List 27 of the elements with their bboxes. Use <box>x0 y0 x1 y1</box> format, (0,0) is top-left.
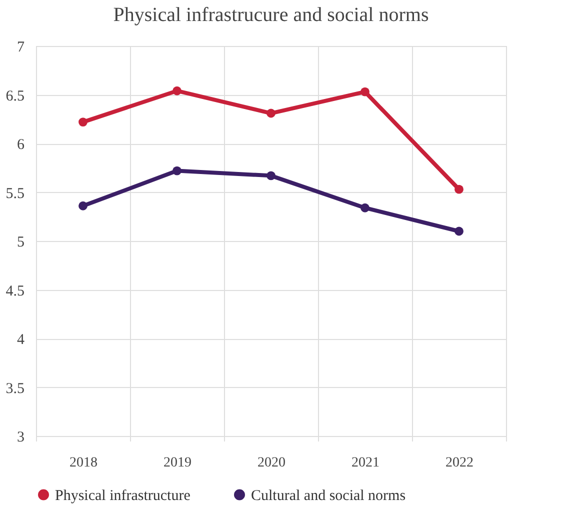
point <box>266 108 276 118</box>
x-tick-label: 2020 <box>258 456 286 470</box>
y-tick-label: 4.5 <box>6 283 24 300</box>
point <box>78 201 88 210</box>
point <box>454 226 464 236</box>
point <box>172 86 182 96</box>
y-tick-label: 4 <box>17 332 25 348</box>
x-tick-label: 2018 <box>70 456 98 470</box>
point <box>78 118 88 127</box>
legend-label: Cultural and social norms <box>251 488 406 504</box>
y-tick-label: 3 <box>17 430 24 446</box>
x-tick-label: 2019 <box>164 456 192 470</box>
point <box>266 171 276 180</box>
y-tick-label: 7 <box>17 40 25 56</box>
y-tick-label: 5 <box>17 234 24 250</box>
y-tick-label: 6.5 <box>6 88 24 104</box>
point <box>360 203 370 212</box>
point <box>454 184 464 194</box>
x-tick-label: 2022 <box>446 456 474 470</box>
legend-label: Physical infrastructure <box>55 488 191 504</box>
y-tick-label: 3.5 <box>6 380 24 397</box>
y-tick-label: 6 <box>17 137 25 153</box>
chart-title: Physical infrastrucure and social norms <box>113 4 429 26</box>
point <box>360 87 370 96</box>
y-tick-label: 5.5 <box>6 186 24 202</box>
point <box>172 166 182 176</box>
x-tick-label: 2021 <box>352 456 380 470</box>
